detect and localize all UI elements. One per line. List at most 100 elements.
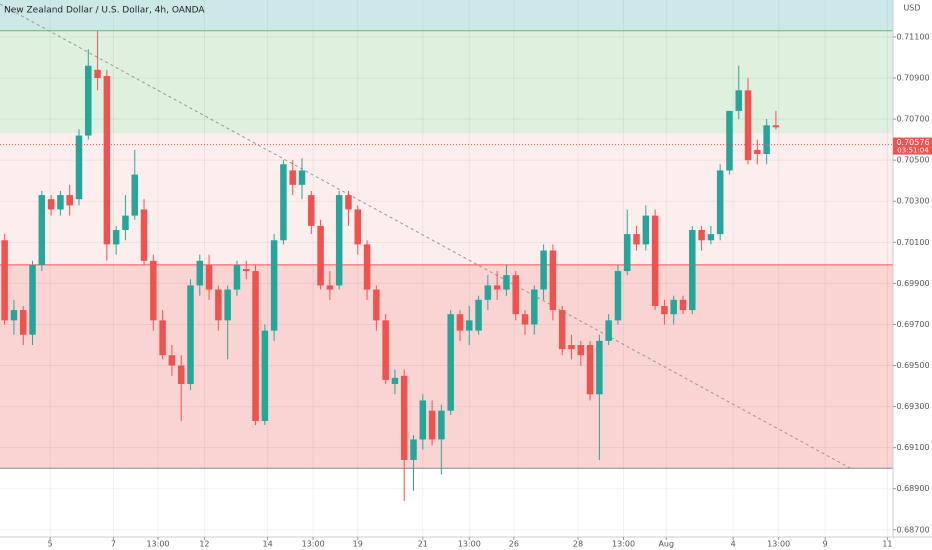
candle-body	[475, 299, 482, 331]
y-tick-label: 0.69500	[896, 361, 929, 370]
candle-body	[651, 215, 659, 306]
x-tick-label: 13:00	[767, 540, 790, 549]
candle-body	[484, 285, 492, 300]
candle-body	[47, 199, 55, 210]
candle-body	[540, 250, 547, 290]
candle-body	[308, 195, 315, 226]
countdown-label: 03:51:04	[897, 147, 929, 155]
x-tick-label: 5	[48, 540, 53, 549]
candle-body	[298, 170, 306, 185]
candle-body	[317, 225, 324, 286]
candle-body	[410, 439, 417, 460]
candle-body	[391, 377, 399, 385]
zones	[0, 0, 893, 469]
candle-body	[493, 285, 501, 290]
candle-body	[707, 234, 715, 241]
x-tick-label: 11	[882, 540, 892, 549]
candle-body	[754, 149, 761, 155]
candle-body	[531, 289, 538, 325]
y-tick-label: 0.68700	[896, 525, 929, 534]
candle-body	[168, 355, 176, 366]
candle-body	[233, 264, 241, 290]
candle-body	[735, 90, 742, 111]
candle-body	[363, 244, 371, 290]
x-tick-label: 28	[573, 540, 583, 549]
candle-body	[224, 289, 231, 321]
candle-body	[150, 260, 157, 321]
x-tick-label: 7	[111, 540, 116, 549]
candle-body	[187, 285, 194, 385]
candle-body	[29, 264, 36, 335]
candle-body	[131, 174, 138, 216]
x-tick-label: 26	[509, 540, 519, 549]
y-tick-label: 0.68900	[896, 484, 929, 493]
x-tick-label: 19	[353, 540, 363, 549]
candle-body	[215, 289, 222, 321]
x-tick-label: 9	[823, 540, 828, 549]
y-tick-label: 0.69900	[896, 279, 929, 288]
candle-body	[382, 320, 389, 380]
candle-body	[698, 229, 705, 241]
candle-body	[345, 195, 352, 210]
marks	[0, 3, 893, 502]
candle-body	[140, 209, 148, 261]
candle-body	[242, 269, 250, 272]
zone	[0, 0, 893, 31]
candle-body	[642, 215, 650, 245]
x-tick-label: 12	[199, 540, 209, 549]
candle-body	[689, 229, 696, 311]
candle-body	[419, 400, 427, 440]
y-tick-label: 0.69300	[896, 402, 929, 411]
zone	[0, 133, 893, 265]
candle-body	[614, 271, 622, 321]
candle-body	[112, 229, 120, 245]
candle-body	[177, 365, 185, 385]
candle-body	[466, 320, 473, 331]
zone	[0, 30, 893, 134]
candle-body	[10, 310, 18, 321]
candle-body	[122, 215, 129, 230]
candle-body	[94, 69, 101, 79]
x-tick-label: 14	[263, 540, 273, 549]
candle-body	[726, 110, 733, 171]
candle-body	[772, 125, 780, 128]
candle-body	[633, 234, 640, 245]
candle-body	[373, 289, 380, 321]
candle-body	[586, 344, 594, 395]
candle-body	[549, 250, 557, 311]
candle-body	[400, 375, 408, 460]
candle-body	[512, 275, 519, 315]
candle-body	[159, 320, 166, 356]
candle-body	[661, 305, 668, 315]
x-tick-label: 13:00	[146, 540, 169, 549]
y-tick-label: 0.69100	[896, 443, 929, 452]
x-tick-label: 13:00	[302, 540, 325, 549]
price-axis-panel	[893, 0, 932, 550]
grid	[0, 0, 893, 537]
candle-body	[57, 195, 64, 210]
y-tick-label: 0.70300	[896, 197, 929, 206]
candle-body	[261, 330, 269, 421]
candle-body	[456, 314, 464, 331]
axes: 0.68700 0.68900 0.69100 0.69300 0.69500 0.697…	[48, 32, 932, 549]
candle-body	[577, 344, 585, 356]
zone	[0, 264, 893, 469]
y-tick-label: 0.70700	[896, 115, 929, 124]
candle-body	[205, 264, 213, 290]
y-tick-label: 0.70500	[896, 156, 929, 165]
x-tick-label: 13:00	[612, 540, 635, 549]
candle-body	[75, 135, 83, 200]
candle-body	[744, 90, 752, 161]
candle-body	[66, 195, 73, 206]
candle-body	[38, 195, 46, 265]
last-price-label: 0.70576	[896, 138, 929, 147]
y-tick-label: 0.69700	[896, 320, 929, 329]
candle-body	[270, 240, 278, 331]
x-tick-label: 21	[418, 540, 428, 549]
y-tick-label: 0.70100	[896, 238, 929, 247]
candle-body	[85, 65, 92, 136]
candle-body	[679, 299, 687, 311]
candle-body	[19, 310, 27, 335]
